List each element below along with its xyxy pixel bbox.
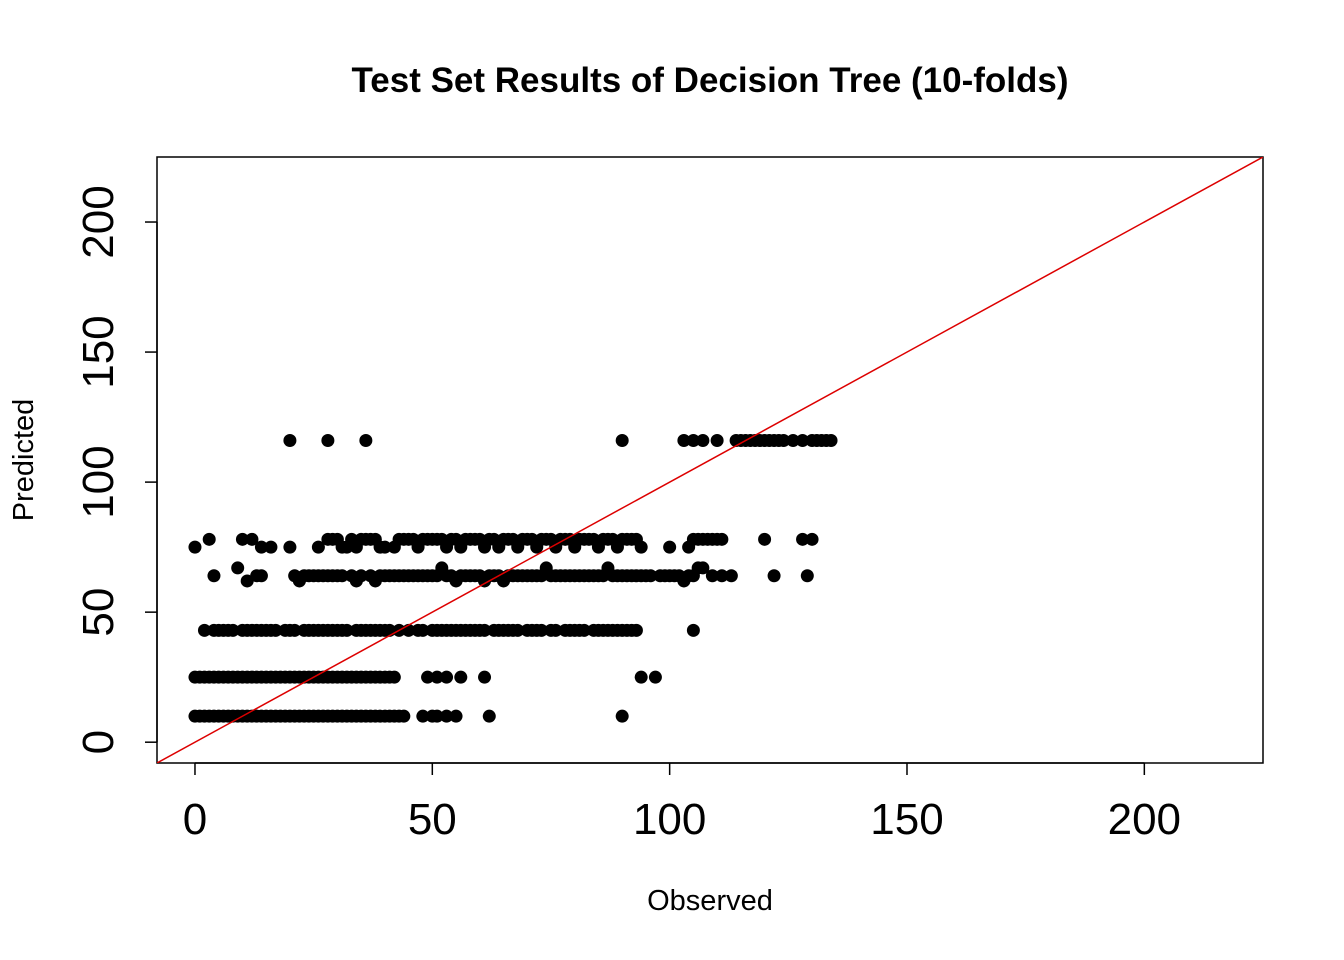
data-point	[715, 569, 729, 583]
data-point	[663, 540, 677, 554]
data-point	[615, 433, 629, 447]
x-axis: 0 50 100 150 200	[183, 762, 1181, 844]
data-point	[634, 670, 648, 684]
data-point	[235, 532, 249, 546]
y-tick-label: 0	[74, 730, 123, 754]
data-point	[511, 623, 525, 637]
data-point	[202, 532, 216, 546]
data-point	[283, 433, 297, 447]
reference-line-group	[157, 157, 1263, 763]
data-point	[430, 709, 444, 723]
data-point	[397, 709, 411, 723]
data-point	[710, 433, 724, 447]
data-point	[724, 569, 738, 583]
data-point	[800, 569, 814, 583]
y-tick-label: 100	[74, 445, 123, 518]
data-point	[245, 532, 259, 546]
data-point	[354, 569, 368, 583]
data-point	[478, 670, 492, 684]
data-point	[359, 433, 373, 447]
data-point	[715, 532, 729, 546]
x-axis-label: Observed	[647, 885, 773, 917]
data-point	[629, 623, 643, 637]
data-point	[634, 540, 648, 554]
data-point	[705, 569, 719, 583]
data-point	[686, 623, 700, 637]
data-point	[454, 670, 468, 684]
data-point	[421, 670, 435, 684]
data-point	[577, 623, 591, 637]
data-point	[231, 561, 245, 575]
data-point	[197, 623, 211, 637]
data-point	[644, 569, 658, 583]
data-point	[805, 532, 819, 546]
data-point	[648, 670, 662, 684]
data-point	[549, 623, 563, 637]
data-point	[240, 574, 254, 588]
data-point	[677, 433, 691, 447]
data-point	[188, 540, 202, 554]
x-tick-label: 200	[1108, 795, 1181, 844]
x-tick-label: 150	[870, 795, 943, 844]
y-tick-label: 150	[74, 315, 123, 388]
y-axis-label: Predicted	[8, 399, 40, 522]
data-point	[482, 709, 496, 723]
data-point	[767, 569, 781, 583]
data-point	[777, 433, 791, 447]
data-point	[226, 623, 240, 637]
data-point	[254, 540, 268, 554]
data-point	[387, 670, 401, 684]
data-point	[758, 532, 772, 546]
y-axis: 0 50 100 150 200	[74, 185, 158, 754]
x-tick-label: 0	[183, 795, 207, 844]
data-point	[440, 709, 454, 723]
data-point	[696, 561, 710, 575]
data-point	[686, 433, 700, 447]
y-tick-label: 200	[74, 185, 123, 258]
data-point	[340, 623, 354, 637]
data-point	[696, 433, 710, 447]
data-point	[311, 540, 325, 554]
data-point	[824, 433, 838, 447]
y-tick-label: 50	[74, 588, 123, 637]
data-point	[615, 709, 629, 723]
data-point	[335, 569, 349, 583]
data-point	[478, 623, 492, 637]
data-point	[416, 709, 430, 723]
data-point	[264, 540, 278, 554]
data-points	[188, 433, 838, 723]
data-point	[378, 540, 392, 554]
data-point	[207, 569, 221, 583]
data-point	[796, 532, 810, 546]
data-point	[288, 623, 302, 637]
data-point	[796, 433, 810, 447]
data-point	[269, 623, 283, 637]
x-tick-label: 50	[408, 795, 457, 844]
data-point	[534, 623, 548, 637]
data-point	[786, 433, 800, 447]
data-point	[254, 569, 268, 583]
data-point	[321, 433, 335, 447]
x-tick-label: 100	[633, 795, 706, 844]
reference-line	[157, 157, 1263, 763]
data-point	[430, 670, 444, 684]
data-point	[449, 709, 463, 723]
data-point	[416, 623, 430, 637]
chart-title: Test Set Results of Decision Tree (10-fo…	[351, 61, 1068, 100]
data-point	[440, 670, 454, 684]
data-point	[283, 540, 297, 554]
